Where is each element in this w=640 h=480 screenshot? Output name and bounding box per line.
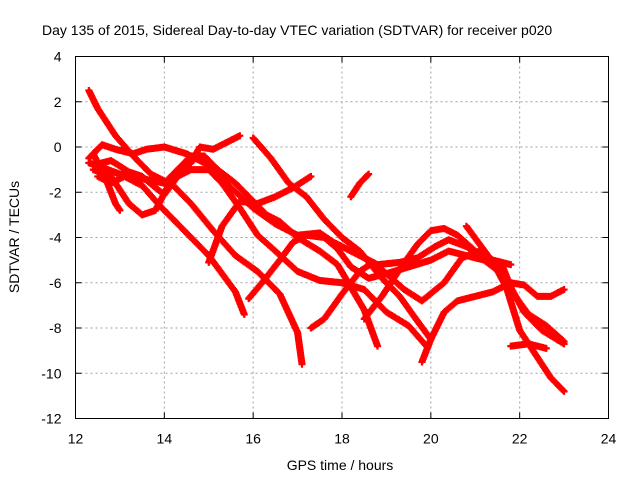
y-axis-label: SDTVAR / TECUs (6, 181, 22, 293)
data-point (559, 386, 567, 394)
chart-title: Day 135 of 2015, Sidereal Day-to-day VTE… (42, 22, 552, 38)
series-track-11 (307, 247, 501, 332)
y-tick-label: -4 (49, 230, 62, 246)
x-tick-label: 14 (157, 431, 173, 447)
data-point (507, 261, 515, 269)
x-axis-label: GPS time / hours (287, 457, 394, 473)
series-track-1 (85, 86, 306, 368)
x-tick-label: 20 (423, 431, 439, 447)
series-track-13 (360, 224, 515, 323)
y-tick-label: 4 (54, 49, 62, 65)
data-point (374, 342, 382, 350)
data-point (560, 387, 568, 395)
series-track-16 (507, 340, 550, 352)
data-point (240, 310, 248, 318)
series-track-7 (94, 172, 248, 318)
series-track-12 (347, 170, 373, 201)
y-tick-label: -8 (49, 320, 62, 336)
data-point (560, 286, 568, 294)
x-tick-label: 22 (512, 431, 528, 447)
series-track-14 (418, 279, 568, 366)
x-tick-label: 24 (601, 431, 617, 447)
x-tick-label: 18 (334, 431, 350, 447)
data-point (236, 132, 244, 140)
y-tick-label: 2 (54, 94, 62, 110)
y-tick-label: -2 (49, 184, 62, 200)
series-track-15 (462, 222, 568, 395)
data-point (542, 344, 550, 352)
y-tick-label: 0 (54, 139, 62, 155)
y-tick-label: -10 (41, 365, 61, 381)
y-tick-label: -12 (41, 411, 61, 427)
x-tick-label: 16 (245, 431, 261, 447)
data-point (365, 170, 373, 178)
data-point (560, 338, 568, 346)
y-tick-label: -6 (49, 275, 62, 291)
series-track-9 (249, 134, 435, 343)
data-point (116, 206, 124, 214)
series-track-8 (205, 172, 315, 266)
data-points (85, 86, 568, 395)
data-point (364, 171, 372, 179)
x-tick-label: 12 (68, 431, 84, 447)
data-point (307, 172, 315, 180)
data-point (298, 360, 306, 368)
